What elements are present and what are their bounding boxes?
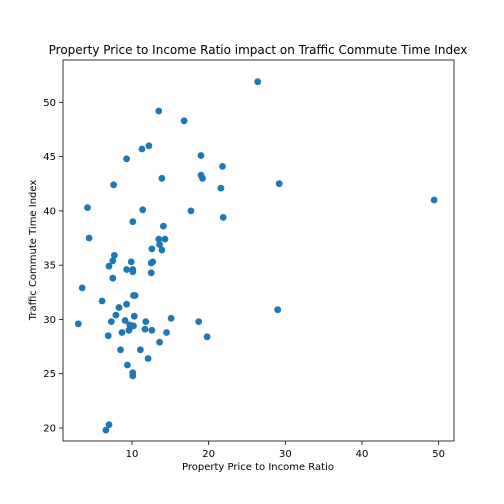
y-tick-label: 50 (43, 98, 56, 109)
data-point-49 (107, 318, 115, 325)
data-point-24 (156, 241, 164, 248)
data-point-48 (121, 317, 129, 324)
data-point-13 (275, 180, 283, 188)
y-axis: 20 25 30 35 40 45 50 (43, 98, 63, 434)
data-point-65 (137, 346, 144, 354)
data-point-3 (145, 142, 153, 150)
data-point-51 (195, 318, 203, 325)
data-point-41 (98, 297, 106, 305)
data-point-52 (74, 320, 82, 328)
data-point-40 (131, 292, 139, 299)
x-tick-label: 30 (279, 449, 292, 460)
data-point-69 (129, 372, 137, 380)
data-point-33 (123, 266, 130, 273)
data-point-0 (254, 78, 262, 86)
data-point-35 (129, 268, 137, 276)
y-tick-label: 35 (43, 261, 56, 272)
data-point-37 (109, 274, 117, 282)
data-point-10 (158, 174, 166, 182)
data-point-27 (111, 252, 118, 259)
x-tick-label: 50 (432, 449, 445, 460)
data-point-61 (104, 332, 112, 340)
data-point-20 (160, 222, 167, 230)
data-point-16 (139, 206, 147, 214)
y-tick-label: 20 (43, 423, 56, 434)
x-axis-label: Property Price to Income Ratio (182, 462, 334, 473)
data-point-26 (158, 246, 166, 254)
data-point-70 (105, 421, 113, 429)
plot-area-frame (62, 59, 455, 442)
data-point-4 (138, 145, 146, 153)
data-point-15 (84, 204, 91, 212)
y-axis-label: Traffic Commute Time Index (28, 180, 39, 322)
data-point-2 (180, 117, 188, 125)
data-point-21 (85, 234, 93, 242)
data-point-43 (115, 304, 123, 311)
data-point-71 (102, 426, 110, 434)
chart-title: Property Price to Income Ratio impact on… (49, 43, 468, 57)
data-point-46 (130, 312, 138, 320)
data-point-36 (147, 269, 155, 277)
x-tick-label: 20 (202, 449, 215, 460)
data-point-60 (118, 329, 126, 336)
data-point-19 (129, 218, 137, 226)
data-point-45 (112, 311, 120, 319)
data-point-1 (155, 107, 163, 115)
x-tick-label: 40 (356, 449, 369, 460)
data-point-25 (148, 245, 156, 253)
y-tick-label: 45 (43, 152, 56, 163)
data-point-32 (105, 262, 113, 270)
data-point-56 (141, 325, 149, 333)
data-point-64 (117, 346, 124, 354)
y-tick-label: 30 (43, 315, 56, 326)
data-point-7 (219, 163, 226, 170)
data-point-66 (144, 355, 152, 362)
data-point-14 (430, 196, 438, 204)
y-tick-label: 25 (43, 369, 56, 380)
x-tick-label: 10 (126, 449, 139, 460)
data-point-22 (155, 235, 163, 243)
data-point-29 (127, 258, 135, 266)
data-point-23 (161, 235, 169, 243)
data-point-42 (123, 300, 130, 308)
data-point-62 (203, 333, 211, 341)
data-point-58 (148, 326, 156, 334)
data-point-57 (125, 326, 133, 334)
y-tick-label: 40 (43, 206, 56, 217)
data-point-18 (219, 214, 227, 221)
data-point-28 (109, 257, 117, 265)
data-point-17 (187, 207, 195, 215)
data-point-67 (124, 361, 131, 369)
data-point-44 (274, 306, 282, 314)
data-point-59 (163, 329, 170, 336)
data-point-31 (147, 259, 155, 267)
data-point-63 (156, 338, 164, 346)
data-point-9 (199, 174, 206, 182)
x-axis: 10 20 30 40 50 (126, 441, 445, 460)
data-point-47 (167, 314, 175, 322)
points-layer (74, 78, 438, 434)
data-point-12 (217, 184, 225, 192)
data-point-38 (78, 284, 86, 292)
data-point-5 (123, 155, 130, 163)
data-point-11 (110, 181, 117, 189)
data-point-6 (197, 152, 205, 159)
data-point-50 (142, 318, 150, 325)
